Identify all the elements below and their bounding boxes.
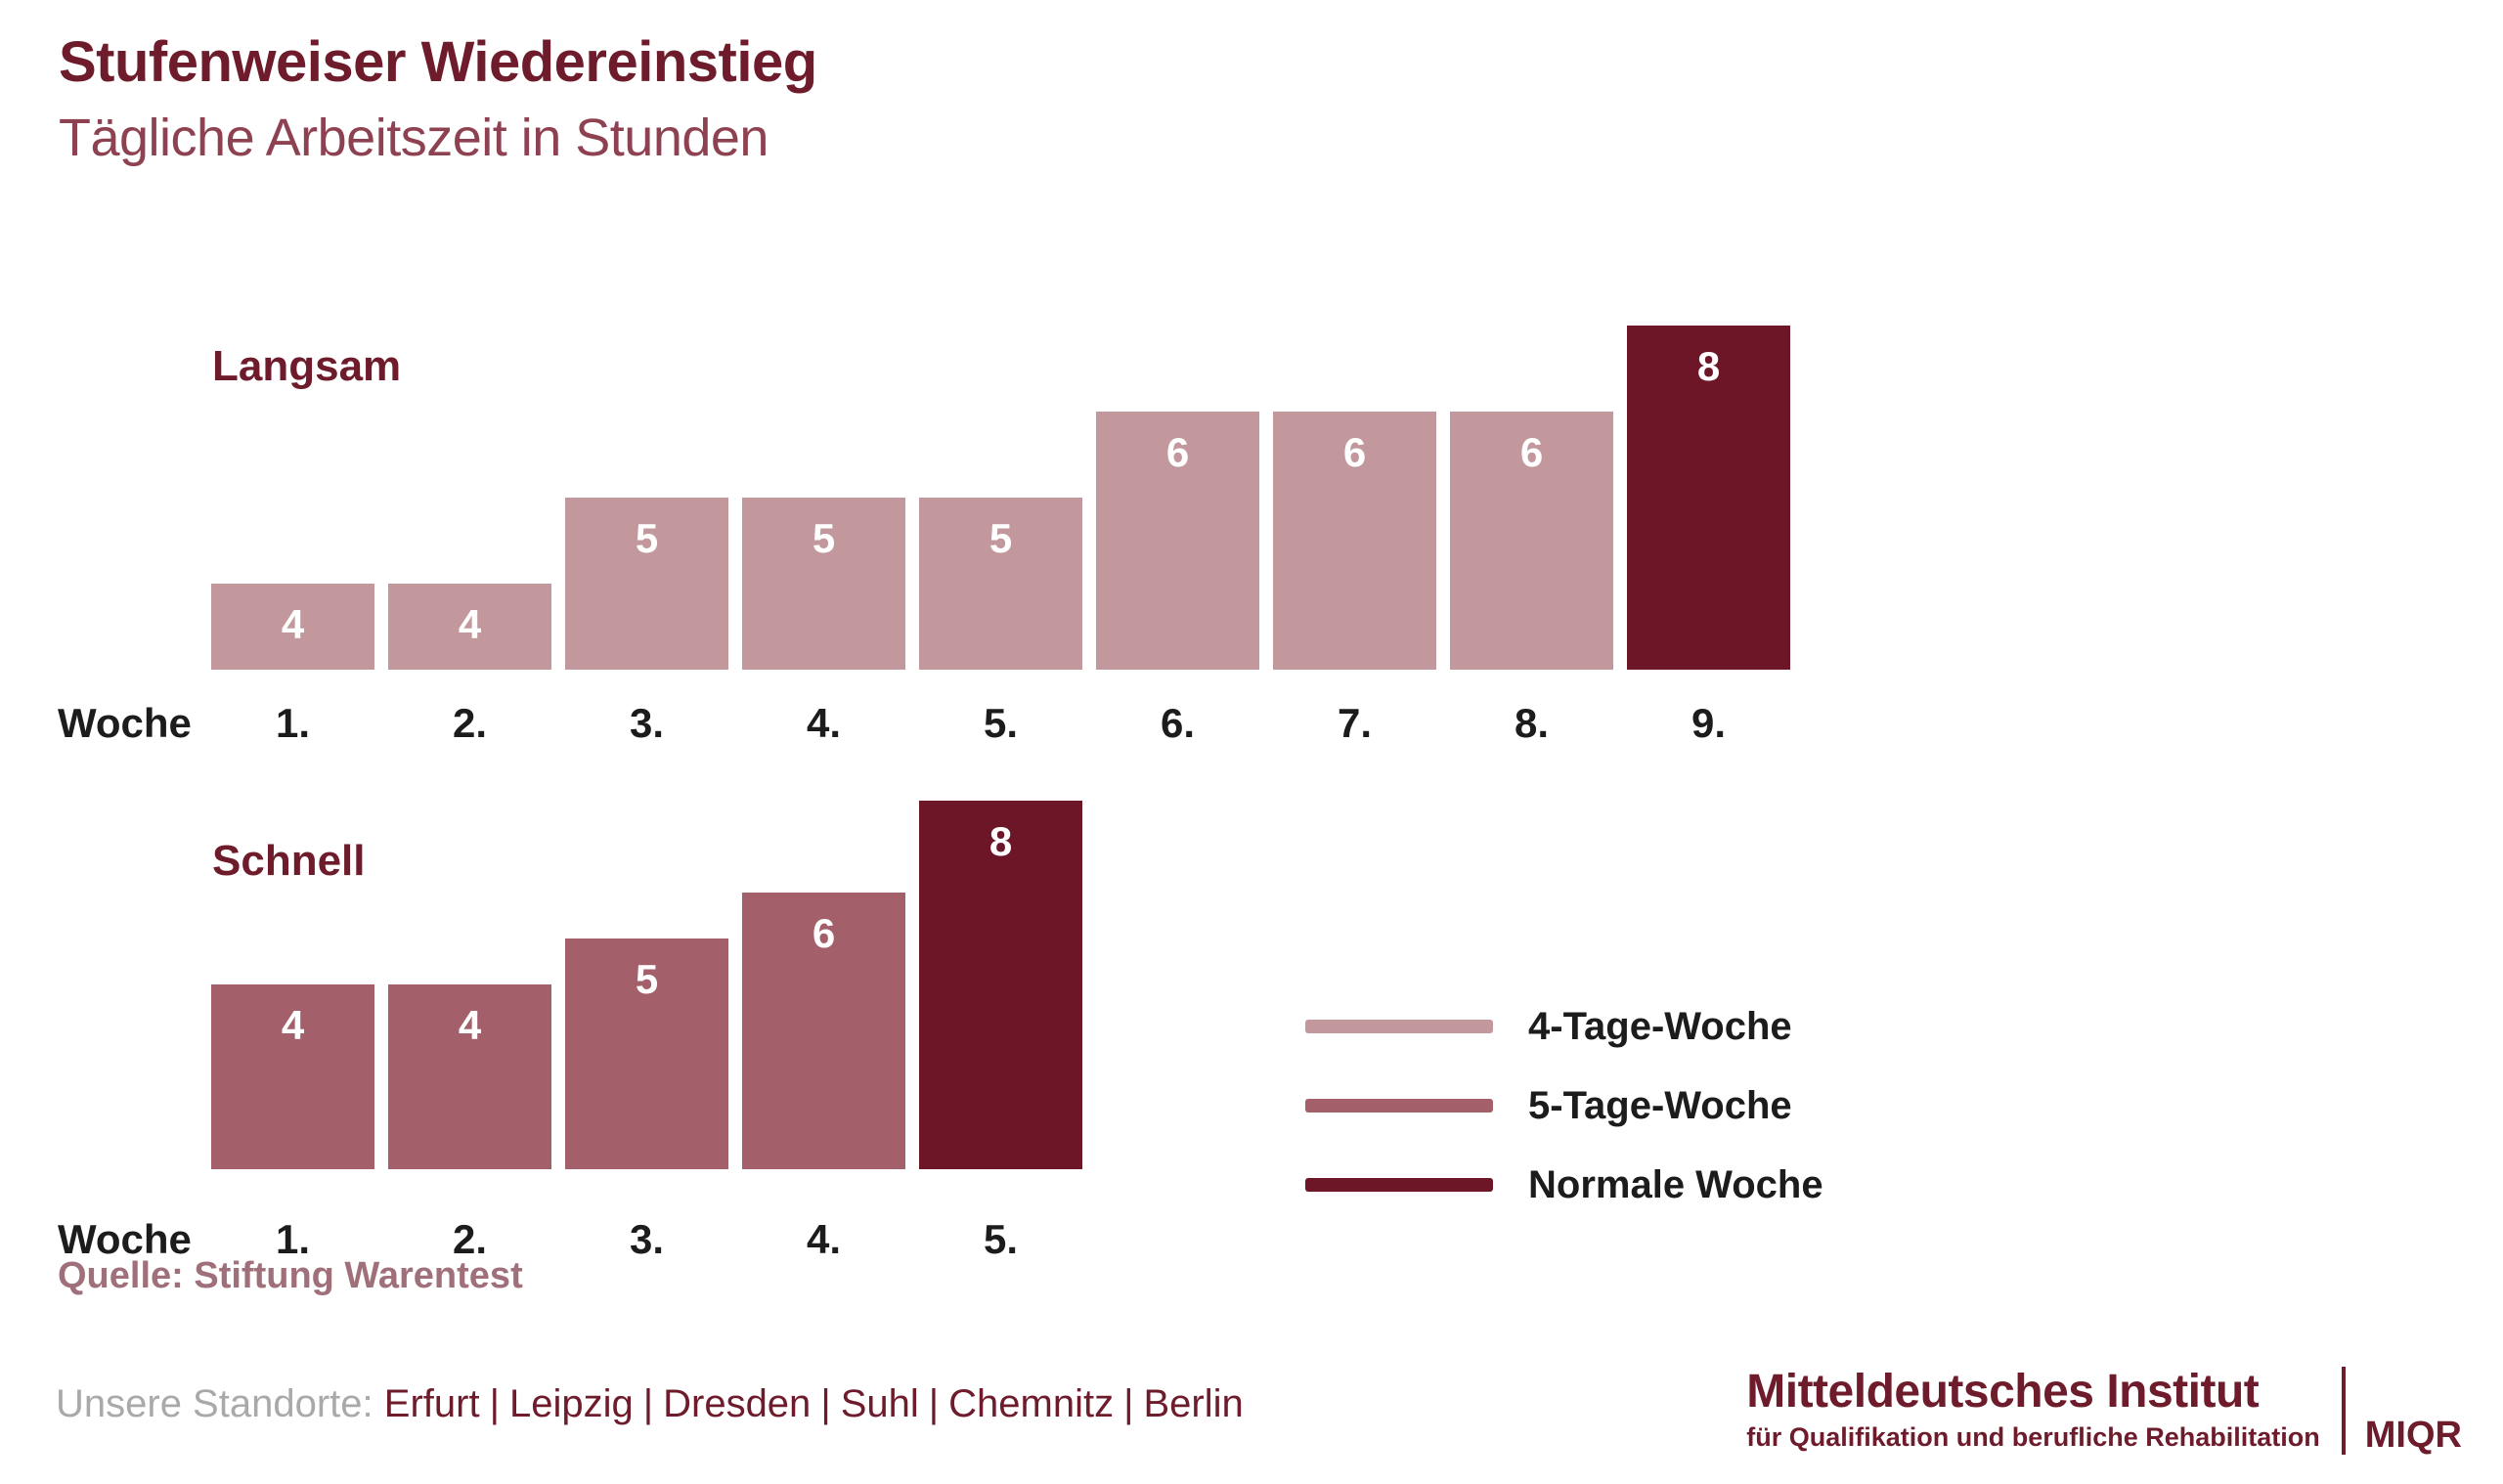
week-labels-langsam: 1. 2. 3. 4. 5. 6. 7. 8. 9. xyxy=(211,696,1790,751)
bar-week-4.: 6 xyxy=(742,893,905,1169)
bar-value-label: 8 xyxy=(988,818,1013,864)
page-title: Stufenweiser Wiedereinstieg xyxy=(59,30,817,94)
bar-week-1.: 4 xyxy=(211,984,374,1169)
bar-week-2.: 4 xyxy=(388,984,551,1169)
locations-separator: | xyxy=(1123,1382,1134,1425)
logo-institute-name: Mitteldeutsches Institut xyxy=(1746,1366,2260,1418)
locations-label: Unsere Standorte: xyxy=(56,1382,373,1425)
legend-label: 5-Tage-Woche xyxy=(1528,1083,1792,1127)
page-subtitle: Tägliche Arbeitszeit in Stunden xyxy=(59,109,768,167)
bar-week-1.: 4 xyxy=(211,584,374,670)
locations-separator: | xyxy=(928,1382,940,1425)
bar-week-8.: 6 xyxy=(1450,412,1613,670)
bar-chart-langsam: 4 4 5 5 5 6 6 6 8 xyxy=(211,326,1790,670)
week-tick-label: 5. xyxy=(983,1216,1019,1262)
week-tick-label: 2. xyxy=(452,700,488,746)
bar-week-2.: 4 xyxy=(388,584,551,670)
week-tick-label: 3. xyxy=(629,1216,665,1262)
logo-institute-subtitle: für Qualifikation und berufliche Rehabil… xyxy=(1746,1422,2320,1452)
week-labels-schnell: 1. 2. 3. 4. 5. xyxy=(211,1212,1082,1267)
bar-value-label: 4 xyxy=(281,601,305,647)
legend-item-5-tage-woche: 5-Tage-Woche xyxy=(1305,1078,1823,1133)
bar-value-label: 8 xyxy=(1696,343,1721,389)
x-axis-label-schnell: Woche xyxy=(58,1216,192,1262)
legend-swatch xyxy=(1305,1020,1493,1033)
legend-item-4-tage-woche: 4-Tage-Woche xyxy=(1305,999,1823,1054)
bar-value-label: 6 xyxy=(1165,429,1190,475)
bar-chart-schnell: 4 4 5 6 8 xyxy=(211,801,1082,1169)
bar-week-3.: 5 xyxy=(565,938,728,1169)
week-tick-label: 8. xyxy=(1514,700,1550,746)
logo-abbreviation: MIQR xyxy=(2364,1415,2462,1456)
bar-value-label: 5 xyxy=(988,515,1013,561)
week-tick-label: 1. xyxy=(275,1216,311,1262)
bar-value-label: 5 xyxy=(635,515,659,561)
location-leipzig: Leipzig xyxy=(508,1382,634,1425)
week-tick-label: 5. xyxy=(983,700,1019,746)
week-tick-label: 4. xyxy=(806,700,842,746)
bar-value-label: 4 xyxy=(458,1002,482,1048)
week-tick-label: 1. xyxy=(275,700,311,746)
location-chemnitz: Chemnitz xyxy=(948,1382,1115,1425)
week-tick-label: 4. xyxy=(806,1216,842,1262)
week-tick-label: 2. xyxy=(452,1216,488,1262)
bar-value-label: 6 xyxy=(812,910,836,956)
locations-separator: | xyxy=(642,1382,654,1425)
legend-item-normale woche: Normale Woche xyxy=(1305,1157,1823,1212)
bar-week-3.: 5 xyxy=(565,498,728,670)
bar-week-5.: 8 xyxy=(919,801,1082,1169)
bar-week-6.: 6 xyxy=(1096,412,1259,670)
bar-value-label: 6 xyxy=(1519,429,1544,475)
locations-line: Unsere Standorte: Erfurt | Leipzig | Dresden… xyxy=(56,1376,1244,1431)
legend-label: 4-Tage-Woche xyxy=(1528,1004,1792,1048)
bar-week-7.: 6 xyxy=(1273,412,1436,670)
location-suhl: Suhl xyxy=(840,1382,919,1425)
week-tick-label: 7. xyxy=(1337,700,1373,746)
bar-value-label: 6 xyxy=(1342,429,1367,475)
location-erfurt: Erfurt xyxy=(383,1382,480,1425)
locations-cities: Erfurt | Leipzig | Dresden | Suhl | Chemnitz | Ber… xyxy=(384,1382,1244,1425)
week-tick-label: 9. xyxy=(1691,700,1727,746)
legend: 4-Tage-Woche 5-Tage-Woche Normale Woche xyxy=(1305,999,1823,1237)
bar-value-label: 4 xyxy=(458,601,482,647)
legend-swatch xyxy=(1305,1178,1493,1192)
x-axis-label-langsam: Woche xyxy=(58,700,192,746)
chart-title-langsam: Langsam xyxy=(212,342,402,390)
bar-week-5.: 5 xyxy=(919,498,1082,670)
logo-text-block: Mitteldeutsches Institut für Qualifikati… xyxy=(1746,1365,2320,1455)
miqr-logo: Mitteldeutsches Institut für Qualifikati… xyxy=(1746,1365,2462,1455)
locations-separator: | xyxy=(820,1382,831,1425)
bar-value-label: 5 xyxy=(812,515,836,561)
bar-week-4.: 5 xyxy=(742,498,905,670)
legend-swatch xyxy=(1305,1099,1493,1113)
location-dresden: Dresden xyxy=(663,1382,812,1425)
locations-separator: | xyxy=(489,1382,500,1425)
bar-value-label: 5 xyxy=(635,956,659,1002)
location-berlin: Berlin xyxy=(1143,1382,1244,1425)
bar-week-9.: 8 xyxy=(1627,326,1790,670)
chart-title-schnell: Schnell xyxy=(212,837,366,885)
source-note: Quelle: Stiftung Warentest xyxy=(58,1255,523,1296)
week-tick-label: 3. xyxy=(629,700,665,746)
logo-divider-line xyxy=(2341,1367,2346,1455)
week-tick-label: 6. xyxy=(1160,700,1196,746)
bar-value-label: 4 xyxy=(281,1002,305,1048)
legend-label: Normale Woche xyxy=(1528,1162,1823,1206)
